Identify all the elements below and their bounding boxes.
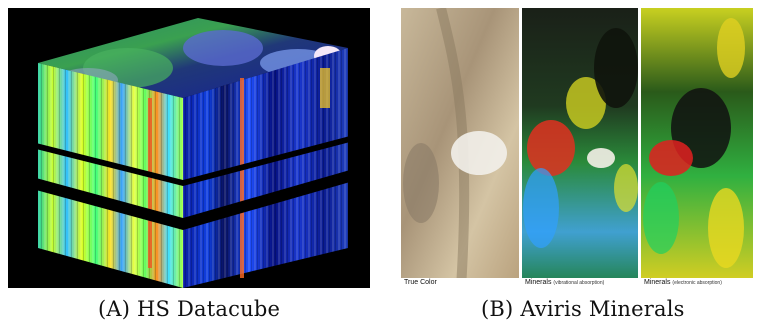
caption-hs-datacube: (A) HS Datacube	[98, 297, 280, 321]
datacube-illustration	[36, 18, 350, 288]
aviris-strips-illustration	[401, 6, 753, 289]
aviris-minerals-image: True Color Minerals (vibrational absorpt…	[401, 6, 753, 289]
caption-a-text: HS Datacube	[137, 297, 281, 321]
caption-aviris-minerals: (B) Aviris Minerals	[481, 297, 685, 321]
caption-a-letter: (A)	[98, 297, 131, 321]
caption-b-letter: (B)	[481, 297, 514, 321]
true-color-label: True Color	[404, 279, 437, 286]
hs-datacube-image	[8, 8, 370, 288]
electronic-minerals-label: Minerals (electronic absorption)	[644, 279, 722, 286]
caption-b-text: Aviris Minerals	[520, 297, 685, 321]
vibrational-minerals-label: Minerals (vibrational absorption)	[525, 279, 605, 286]
